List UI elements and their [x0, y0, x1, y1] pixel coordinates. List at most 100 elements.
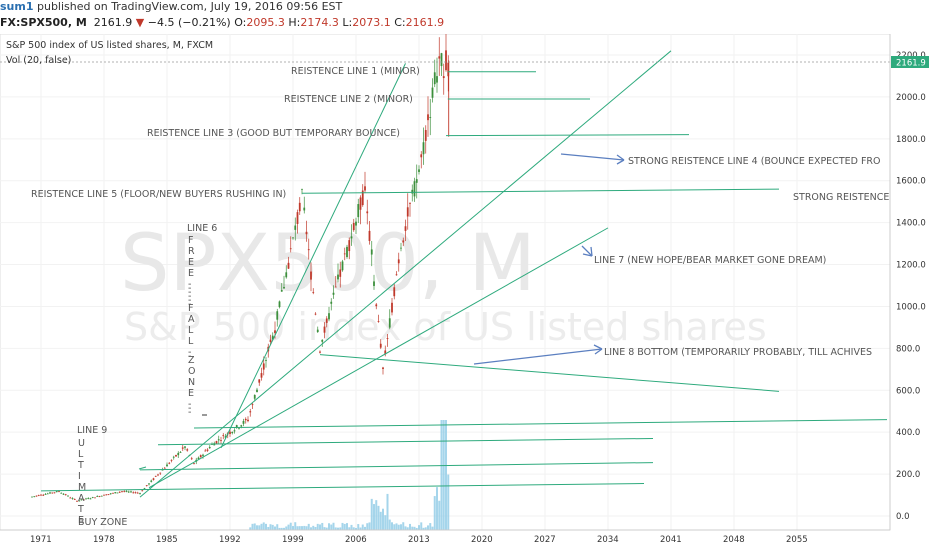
candle-body — [224, 436, 227, 438]
volume-bar — [429, 523, 432, 530]
candle-body — [82, 499, 85, 501]
candle-body — [377, 321, 380, 322]
volume-bar — [321, 522, 324, 530]
candle-body — [366, 211, 369, 214]
legend-title[interactable]: S&P 500 index of US listed shares, M, FX… — [6, 40, 213, 51]
candle-body — [44, 494, 47, 495]
candle-body — [350, 236, 353, 239]
volume-bar — [373, 504, 375, 530]
y-tick-label: 1000.0 — [896, 302, 926, 312]
candle-body — [337, 274, 339, 280]
candle-body — [244, 418, 247, 421]
y-tick-label: 1600.0 — [896, 177, 926, 187]
candle-body — [71, 498, 74, 499]
y-tick-label: 800.0 — [896, 344, 920, 354]
grid-layer — [0, 34, 890, 530]
volume-bar — [310, 527, 312, 530]
trendline — [193, 419, 888, 429]
candle-body — [154, 475, 157, 477]
time-axis[interactable]: 1971 1978 1985 1992 1999 2006 2013 2020 2027 2034… — [30, 535, 808, 545]
symbol-label[interactable]: FX:SPX500, M — [0, 16, 87, 29]
candle-body — [231, 431, 234, 434]
vertical-letter: T — [77, 460, 84, 471]
candle-body — [89, 498, 92, 500]
volume-bar — [343, 523, 346, 530]
candle-body — [139, 493, 141, 494]
candle-body — [184, 446, 186, 448]
candle-body — [391, 302, 393, 313]
vertical-letter: A — [78, 493, 85, 504]
candle-body — [395, 274, 398, 276]
candle-body — [269, 339, 272, 343]
volume-bar — [330, 524, 333, 530]
volume-bar — [265, 523, 267, 530]
candle-body — [197, 457, 200, 460]
candle-body — [96, 496, 99, 497]
legend-volume[interactable]: Vol (20, false) — [6, 55, 71, 66]
volume-bar — [350, 524, 353, 530]
volume-bar — [418, 525, 420, 530]
candle-body — [134, 492, 137, 494]
candle-body — [145, 485, 148, 487]
volume-bar — [442, 420, 445, 530]
candle-body — [325, 318, 328, 323]
candle-body — [229, 431, 231, 434]
y-tick-label: 400.0 — [896, 428, 920, 438]
volume-bar — [377, 505, 380, 530]
open-value: 2095.3 — [246, 16, 285, 29]
volume-bar — [278, 527, 281, 530]
candle-body — [285, 272, 288, 278]
x-tick-label: 1978 — [93, 535, 115, 545]
chart-svg[interactable]: SPX500, M S&P 500 index of US listed sha… — [0, 34, 932, 550]
candle-body — [33, 496, 36, 498]
chart-frame[interactable]: SPX500, M S&P 500 index of US listed sha… — [0, 34, 932, 550]
author-link[interactable]: sum1 — [0, 0, 34, 13]
candle-body — [262, 363, 265, 370]
vertical-letter: E — [188, 388, 194, 399]
candle-body — [206, 449, 209, 451]
candle-body — [341, 261, 344, 271]
candle-body — [80, 499, 83, 501]
candle-body — [373, 281, 375, 286]
volume-bar — [384, 515, 387, 530]
candle-body — [294, 225, 297, 230]
trendline — [445, 134, 690, 137]
vertical-letter: E — [188, 268, 194, 279]
watermark-symbol: SPX500, M — [120, 219, 536, 309]
candle-body — [233, 430, 236, 432]
volume-bar — [274, 526, 276, 530]
candle-body — [193, 463, 195, 465]
candle-body — [60, 492, 63, 494]
volume-bar — [337, 527, 339, 530]
open-label: O: — [234, 16, 247, 29]
trendline — [220, 63, 406, 449]
vertical-letter: N — [188, 377, 195, 388]
y-tick-label: 1200.0 — [896, 261, 926, 271]
volume-bar — [404, 526, 407, 530]
vertical-letter: L — [188, 336, 194, 347]
volume-bar — [436, 487, 438, 530]
candle-body — [91, 497, 94, 498]
annotation-resistance-4: STRONG REISTENCE LINE 4 (BOUNCE EXPECTED… — [628, 156, 881, 167]
vertical-letter: U — [78, 438, 85, 449]
candle-body — [215, 441, 218, 444]
candle-body — [217, 439, 220, 441]
candle-body — [136, 492, 139, 494]
candle-body — [415, 179, 418, 183]
price-axis[interactable]: 2200.02000.01800.01600.01400.01200.01000… — [896, 51, 926, 522]
candle-body — [292, 237, 294, 239]
candle-body — [238, 427, 240, 429]
candle-body — [386, 338, 389, 339]
volume-bar — [445, 420, 447, 530]
high-label: H: — [288, 16, 301, 29]
candle-body — [312, 292, 315, 294]
candle-body — [402, 240, 405, 243]
candle-body — [348, 240, 351, 252]
candle-body — [418, 169, 420, 172]
volume-bar — [287, 524, 290, 530]
candle-body — [100, 495, 103, 497]
volume-bar — [271, 524, 274, 530]
volume-bar — [305, 526, 308, 530]
candle-body — [427, 114, 429, 121]
last-price-badge-text: 2161.9 — [896, 59, 926, 69]
